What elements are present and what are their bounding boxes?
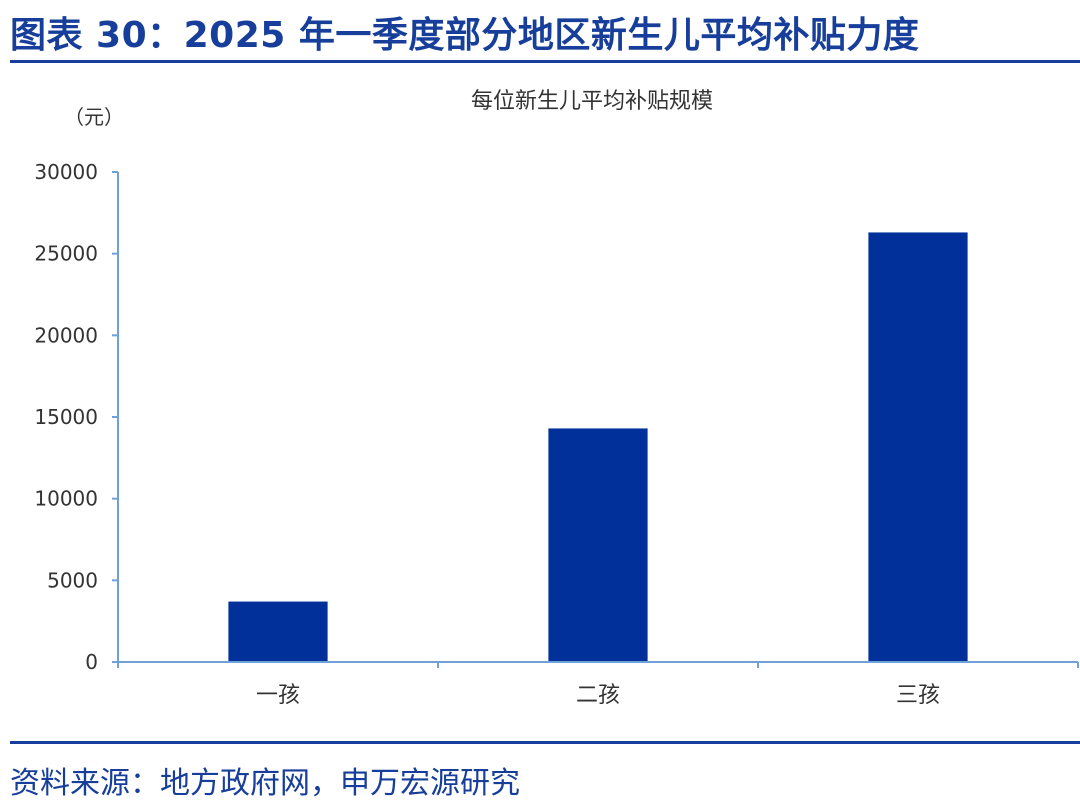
y-tick-label: 5000 (47, 568, 98, 592)
x-axis-ticks (117, 662, 1079, 668)
y-tick-label: 20000 (34, 323, 98, 347)
bars (228, 232, 968, 662)
x-category-label: 三孩 (896, 683, 940, 708)
y-unit-label: （元） (64, 105, 124, 129)
bar-3 (868, 232, 968, 662)
bar-1 (228, 601, 328, 662)
y-tick-label: 25000 (34, 242, 98, 266)
footer-divider (10, 741, 1080, 744)
y-tick-label: 15000 (34, 405, 98, 429)
title-divider (10, 60, 1080, 63)
x-category-label: 二孩 (576, 683, 620, 708)
y-tick-label: 30000 (34, 160, 98, 184)
figure-title: 图表 30：2025 年一季度部分地区新生儿平均补贴力度 (10, 15, 920, 56)
bar-chart: 每位新生儿平均补贴规模 （元） 0 5000 10000 15000 20000 2500… (34, 89, 1079, 708)
y-tick-label: 0 (85, 650, 98, 674)
chart-title: 每位新生儿平均补贴规模 (471, 89, 713, 114)
source-note: 资料来源：地方政府网，申万宏源研究 (10, 766, 520, 801)
y-tick-label: 10000 (34, 487, 98, 511)
x-category-label: 一孩 (256, 683, 300, 708)
bar-2 (548, 428, 648, 662)
x-axis-labels: 一孩 二孩 三孩 (256, 683, 940, 708)
y-axis-ticks: 0 5000 10000 15000 20000 25000 30000 (34, 160, 118, 674)
